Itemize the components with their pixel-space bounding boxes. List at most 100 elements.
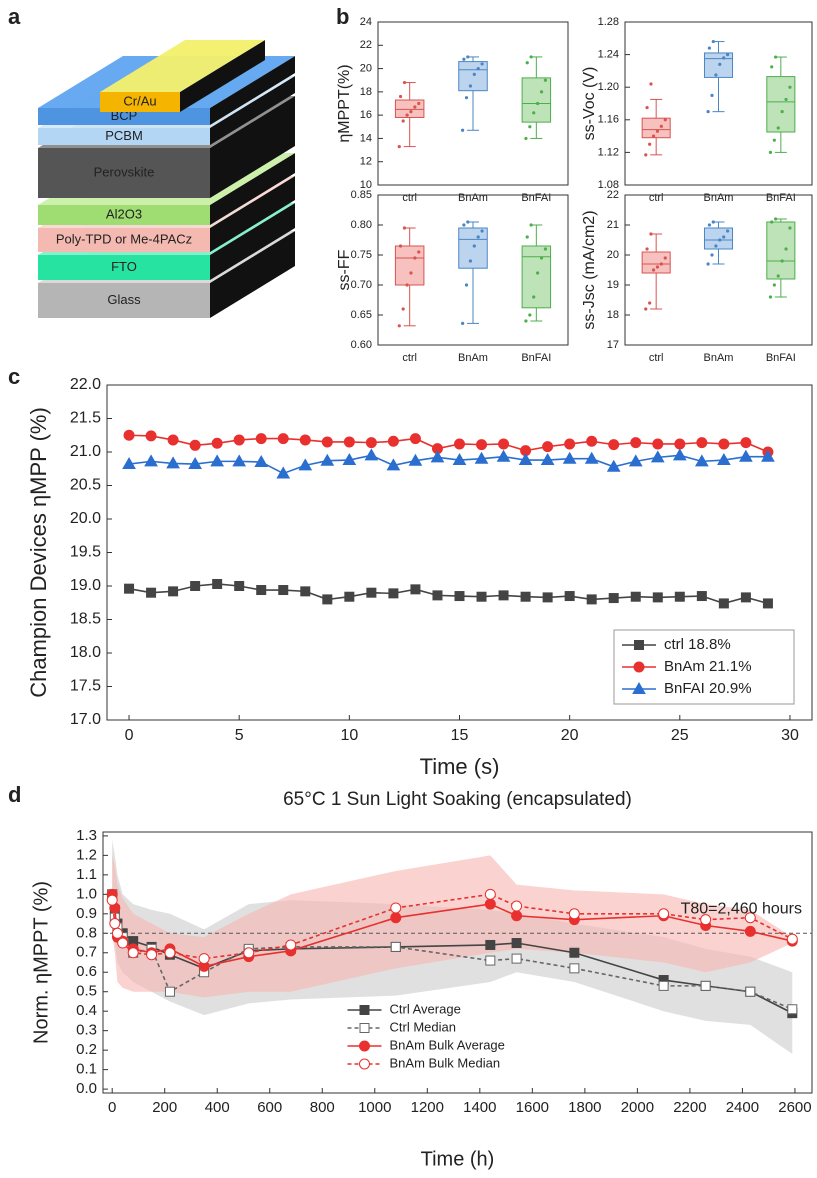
marker — [432, 590, 443, 601]
marker — [569, 963, 580, 974]
marker — [630, 437, 642, 449]
point — [788, 226, 792, 230]
point — [398, 244, 403, 248]
point — [784, 247, 788, 251]
y-tick-label: 20.0 — [70, 510, 101, 527]
marker — [387, 435, 399, 447]
legend-label: Ctrl Average — [390, 1001, 461, 1016]
point — [655, 265, 660, 269]
point — [706, 262, 710, 266]
marker — [786, 933, 798, 945]
plot-frame — [377, 194, 569, 346]
x-axis-label: Time (h) — [421, 1148, 495, 1170]
point — [649, 82, 653, 86]
point — [707, 223, 712, 227]
legend-marker — [633, 661, 645, 673]
point — [655, 129, 660, 133]
legend-label: ctrl 18.8% — [664, 636, 731, 653]
marker — [388, 588, 399, 599]
marker — [366, 587, 377, 598]
marker — [700, 980, 711, 991]
y-tick-label: 19.5 — [70, 544, 101, 561]
marker — [188, 457, 202, 470]
marker — [365, 437, 377, 449]
y-tick-label: 21.5 — [70, 410, 101, 427]
y-tick-label: 18 — [607, 309, 619, 321]
marker — [630, 591, 641, 602]
y-tick-label: 0.8 — [76, 924, 97, 941]
x-tick-label: 600 — [257, 1099, 282, 1116]
marker — [608, 439, 620, 451]
point — [413, 105, 417, 109]
point — [772, 283, 776, 287]
marker — [520, 591, 531, 602]
layer-label: Poly-TPD or Me-4PACz — [56, 231, 192, 246]
x-tick-label: 1400 — [463, 1099, 496, 1116]
point — [397, 324, 401, 328]
y-tick-label: 1.08 — [598, 179, 619, 191]
point — [718, 238, 722, 242]
point — [464, 283, 469, 287]
marker — [210, 454, 225, 467]
layer-label: Perovskite — [94, 164, 155, 179]
marker — [299, 434, 311, 446]
legend-label: Ctrl Median — [390, 1019, 456, 1034]
point — [417, 101, 421, 106]
legend-marker — [359, 1040, 370, 1052]
point — [663, 256, 667, 260]
point — [710, 253, 714, 257]
point — [543, 78, 548, 82]
point — [788, 85, 792, 89]
y-tick-label: 20 — [360, 62, 372, 74]
point — [525, 61, 529, 65]
marker — [739, 449, 753, 462]
point — [480, 62, 484, 66]
layer-front — [38, 255, 210, 280]
point — [461, 128, 465, 132]
marker — [166, 456, 180, 469]
marker — [650, 450, 665, 463]
marker — [122, 457, 136, 470]
point — [714, 73, 718, 77]
panel-label: c — [8, 364, 20, 389]
y-axis-label: ss-Jsc (mA/cm2) — [581, 210, 598, 329]
marker — [762, 598, 773, 609]
marker — [744, 925, 756, 937]
point — [528, 313, 532, 317]
marker — [658, 908, 670, 920]
layer-front — [100, 92, 180, 112]
point — [539, 90, 544, 94]
marker — [498, 438, 510, 450]
marker — [390, 941, 401, 952]
marker — [542, 441, 554, 453]
point — [468, 259, 472, 263]
marker — [474, 451, 489, 464]
y-tick-label: 20 — [607, 249, 619, 261]
marker — [164, 947, 176, 959]
legend-label: BnAm 21.1% — [664, 658, 752, 675]
marker — [320, 453, 335, 466]
marker — [117, 937, 129, 949]
point — [472, 244, 476, 248]
point — [480, 229, 484, 233]
point — [532, 111, 536, 115]
point — [659, 262, 663, 266]
box — [766, 221, 796, 280]
y-tick-label: 0.4 — [76, 1002, 97, 1019]
y-tick-label: 0.6 — [76, 963, 97, 980]
point — [466, 220, 470, 224]
marker — [232, 454, 247, 467]
plot-frame — [102, 831, 813, 1094]
marker — [277, 433, 289, 445]
x-tick-label: BnAm — [704, 192, 734, 204]
box — [394, 245, 425, 286]
x-tick-label: 1000 — [358, 1099, 391, 1116]
point — [780, 110, 784, 114]
marker — [256, 585, 267, 596]
legend-label: BnAm Bulk Average — [390, 1037, 505, 1052]
point — [402, 80, 407, 85]
point — [464, 96, 469, 100]
x-tick-label: 2000 — [621, 1099, 654, 1116]
point — [651, 268, 656, 272]
